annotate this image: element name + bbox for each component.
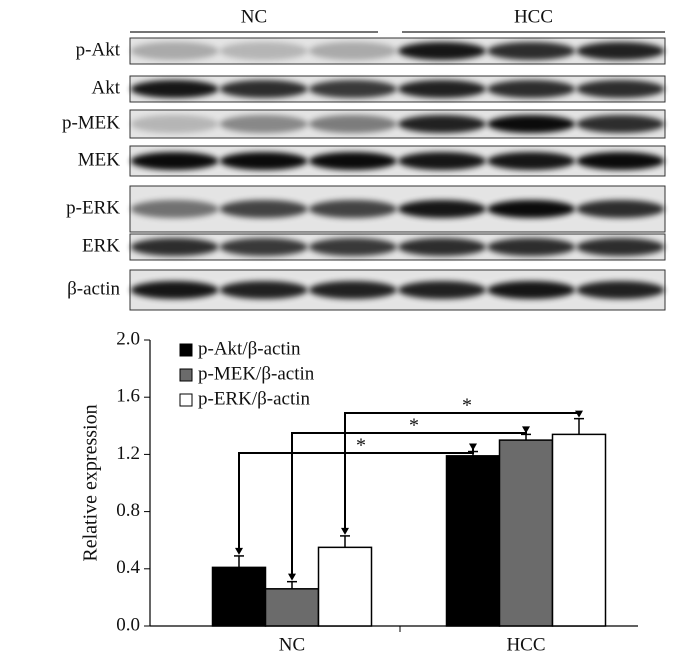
blot-strip <box>129 185 666 233</box>
x-tick-label: HCC <box>506 634 545 655</box>
significance-star: * <box>409 415 419 437</box>
bar <box>551 433 607 627</box>
blot-strip <box>129 233 666 261</box>
blot-band <box>487 42 576 60</box>
blot-band <box>398 115 487 133</box>
y-tick-label: 0.4 <box>116 557 140 578</box>
blot-row-label: MEK <box>78 149 121 170</box>
blot-strip <box>129 37 666 65</box>
bar-chart: 0.0 0.4 0.8 1.2 1.6 2.0 NC HCC p-Akt/β-actin p-ME… <box>116 328 638 655</box>
blot-band <box>308 115 397 133</box>
blot-band <box>576 200 665 218</box>
blot-row-label: Akt <box>92 77 121 98</box>
blot-band <box>487 115 576 133</box>
blot-band <box>487 80 576 98</box>
blot-band <box>576 152 665 170</box>
blot-band <box>487 200 576 218</box>
blot-row-label: β-actin <box>67 278 120 299</box>
blot-band <box>219 152 308 170</box>
arrow-head <box>288 573 296 581</box>
blot-band <box>130 152 219 170</box>
blot-strip <box>129 269 666 311</box>
blot-row-label: p-ERK <box>66 197 120 218</box>
arrow-head <box>235 547 243 555</box>
blot-band <box>219 238 308 256</box>
blot-band <box>308 281 397 299</box>
y-tick-label: 0.8 <box>116 500 140 521</box>
bar <box>498 439 554 627</box>
legend-label: p-MEK/β-actin <box>198 363 315 384</box>
blot-band <box>576 281 665 299</box>
blot-band <box>487 281 576 299</box>
blot-band <box>219 115 308 133</box>
bar <box>264 588 320 627</box>
arrow-head <box>341 527 349 535</box>
blot-row-label: p-MEK <box>62 112 120 133</box>
blot-band <box>398 80 487 98</box>
blot-band <box>487 238 576 256</box>
arrow-head <box>469 443 477 451</box>
significance-star: * <box>356 435 366 457</box>
bar <box>211 566 267 627</box>
y-tick-label: 2.0 <box>116 328 140 349</box>
blot-band <box>219 80 308 98</box>
y-tick-label: 0.0 <box>116 614 140 635</box>
blot-band <box>130 80 219 98</box>
blot-strip <box>129 75 666 103</box>
blot-band <box>398 152 487 170</box>
blot-band <box>308 80 397 98</box>
arrow-head <box>522 426 530 434</box>
significance-star: * <box>462 395 472 417</box>
legend-swatch <box>179 393 193 407</box>
legend-label: p-ERK/β-actin <box>198 388 311 409</box>
blot-band <box>398 200 487 218</box>
blot-band <box>219 281 308 299</box>
blot-band <box>130 281 219 299</box>
blot-band <box>130 238 219 256</box>
bar <box>445 455 501 627</box>
bar <box>317 546 373 627</box>
blot-strip <box>129 145 666 177</box>
blot-band <box>130 200 219 218</box>
blot-band <box>219 200 308 218</box>
legend-swatch <box>179 343 193 357</box>
y-axis-label: Relative expression <box>80 404 102 561</box>
blot-band <box>487 152 576 170</box>
blot-band <box>576 238 665 256</box>
significance-bracket <box>238 445 474 550</box>
blot-band <box>130 42 219 60</box>
blot-band <box>398 238 487 256</box>
arrow-head <box>575 410 583 418</box>
legend-swatch <box>179 368 193 382</box>
x-tick-label: NC <box>279 634 305 655</box>
blot-row-label: ERK <box>82 235 120 256</box>
blot-band <box>308 152 397 170</box>
group-label: HCC <box>514 6 553 27</box>
blot-band <box>308 200 397 218</box>
legend-label: p-Akt/β-actin <box>198 338 301 359</box>
blot-band <box>398 281 487 299</box>
y-tick-label: 1.6 <box>116 386 140 407</box>
blot-band <box>130 115 219 133</box>
blot-band <box>308 42 397 60</box>
blot-band <box>576 42 665 60</box>
blot-band <box>219 42 308 60</box>
y-tick-label: 1.2 <box>116 443 140 464</box>
blot-band <box>398 42 487 60</box>
blot-row-label: p-Akt <box>76 39 121 60</box>
blot-strip <box>129 109 666 139</box>
blot-band <box>308 238 397 256</box>
blot-band <box>576 80 665 98</box>
blot-band <box>576 115 665 133</box>
western-blot: NC HCC p-Akt Akt p-MEK MEK p-ERK ERK β-actin <box>62 6 666 311</box>
group-label: NC <box>241 6 267 27</box>
